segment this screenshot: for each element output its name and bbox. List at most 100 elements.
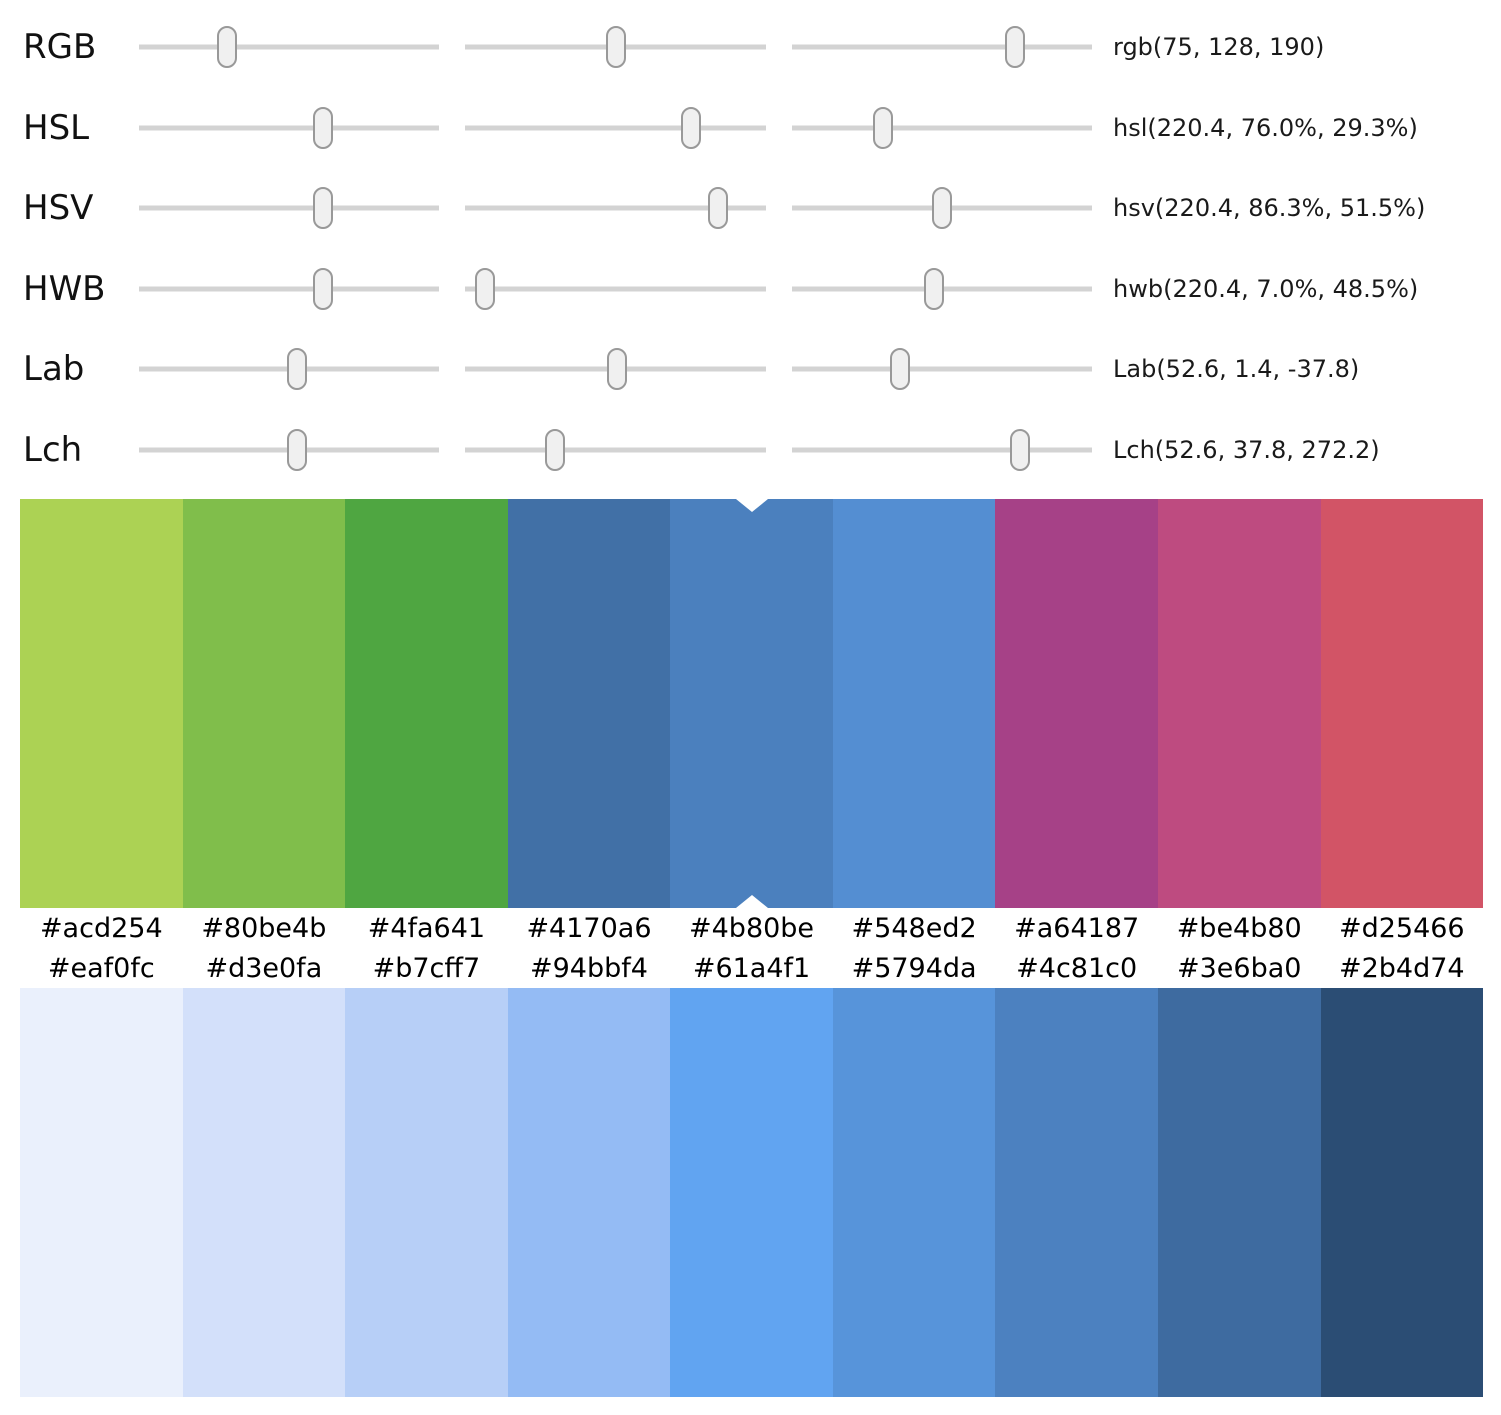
lch-tracks — [139, 428, 1092, 472]
slider-thumb[interactable] — [474, 267, 495, 310]
slider-thumb[interactable] — [312, 106, 333, 149]
hwb-slider-h[interactable] — [139, 267, 440, 311]
slider-thumb[interactable] — [1005, 26, 1026, 69]
slider-thumb[interactable] — [286, 428, 307, 471]
palette-swatch[interactable] — [182, 499, 346, 908]
hex-label: #94bbf4 — [529, 952, 648, 984]
slider-thumb[interactable] — [873, 106, 894, 149]
palette-swatch[interactable] — [182, 988, 346, 1397]
rgb-tracks — [139, 25, 1092, 69]
lch-slider-c[interactable] — [465, 428, 766, 472]
slider-track[interactable] — [139, 205, 440, 211]
slider-track[interactable] — [465, 286, 766, 292]
hsv-slider-s[interactable] — [465, 186, 766, 230]
slider-track[interactable] — [465, 125, 766, 131]
hsl-slider-s[interactable] — [465, 106, 766, 150]
lch-value-text: Lch(52.6, 37.8, 272.2) — [1113, 435, 1380, 464]
slider-thumb[interactable] — [707, 187, 728, 230]
hsl-slider-h[interactable] — [139, 106, 440, 150]
slider-thumb[interactable] — [931, 187, 952, 230]
slider-track[interactable] — [139, 44, 440, 50]
palette-swatch[interactable] — [670, 988, 833, 1397]
palette-swatch[interactable] — [995, 499, 1158, 908]
palette-swatch-selected[interactable] — [670, 499, 833, 908]
hsv-tracks — [139, 186, 1092, 230]
palette-swatch[interactable] — [20, 988, 183, 1397]
slider-thumb[interactable] — [680, 106, 701, 149]
row-label-hsl: HSL — [23, 107, 90, 148]
hex-label: #4fa641 — [367, 912, 486, 944]
slider-track[interactable] — [791, 447, 1092, 453]
hex-label: #d3e0fa — [205, 952, 323, 984]
hex-label: #61a4f1 — [692, 952, 811, 984]
palette-swatch[interactable] — [1320, 988, 1484, 1397]
palette-swatch[interactable] — [345, 988, 508, 1397]
slider-track[interactable] — [791, 125, 1092, 131]
hwb-slider-b[interactable] — [791, 267, 1092, 311]
slider-thumb[interactable] — [312, 187, 333, 230]
slider-thumb[interactable] — [606, 26, 627, 69]
row-label-lab: Lab — [23, 349, 85, 390]
hex-label: #d25466 — [1338, 912, 1465, 944]
hex-label: #80be4b — [201, 912, 327, 944]
slider-thumb[interactable] — [1009, 428, 1030, 471]
rgb-slider-r[interactable] — [139, 25, 440, 69]
row-label-hsv: HSV — [23, 188, 94, 229]
rgb-slider-g[interactable] — [465, 25, 766, 69]
slider-thumb[interactable] — [217, 26, 238, 69]
lch-slider-h[interactable] — [791, 428, 1092, 472]
hsv-slider-v[interactable] — [791, 186, 1092, 230]
slider-thumb[interactable] — [924, 267, 945, 310]
palette-swatch[interactable] — [1320, 499, 1484, 908]
slider-thumb[interactable] — [545, 428, 566, 471]
palette-swatch[interactable] — [345, 499, 508, 908]
palette-swatch[interactable] — [507, 499, 671, 908]
hsv-slider-h[interactable] — [139, 186, 440, 230]
selected-swatch-indicator-bottom — [735, 895, 768, 908]
hex-label: #5794da — [851, 952, 977, 984]
slider-thumb[interactable] — [889, 348, 910, 391]
hue-palette-hex-labels: #acd254 #80be4b #4fa641 #4170a6 #4b80be … — [20, 908, 1483, 948]
palette-swatch[interactable] — [20, 499, 183, 908]
slider-track[interactable] — [139, 125, 440, 131]
palette-swatch[interactable] — [1157, 499, 1321, 908]
palette-swatch[interactable] — [507, 988, 671, 1397]
hex-label: #be4b80 — [1176, 912, 1302, 944]
slider-thumb[interactable] — [286, 348, 307, 391]
hex-label-selected: #4b80be — [689, 912, 815, 944]
lab-slider-a[interactable] — [465, 347, 766, 391]
slider-track[interactable] — [465, 205, 766, 211]
hex-label: #a64187 — [1014, 912, 1140, 944]
hsl-value-text: hsl(220.4, 76.0%, 29.3%) — [1113, 113, 1418, 142]
palette-swatch[interactable] — [995, 988, 1158, 1397]
slider-row-hsv: HSV hsv(220.4, 86.3%, 51.5%) — [0, 168, 1501, 249]
hsl-slider-l[interactable] — [791, 106, 1092, 150]
lab-slider-l[interactable] — [139, 347, 440, 391]
slider-thumb[interactable] — [606, 348, 627, 391]
shade-palette-hex-labels: #eaf0fc #d3e0fa #b7cff7 #94bbf4 #61a4f1 … — [20, 948, 1483, 988]
slider-row-hwb: HWB hwb(220.4, 7.0%, 48.5%) — [0, 249, 1501, 330]
hsv-value-text: hsv(220.4, 86.3%, 51.5%) — [1113, 194, 1426, 223]
lab-slider-b[interactable] — [791, 347, 1092, 391]
hex-label: #eaf0fc — [47, 952, 155, 984]
hwb-slider-w[interactable] — [465, 267, 766, 311]
lch-slider-l[interactable] — [139, 428, 440, 472]
row-label-rgb: RGB — [23, 27, 97, 68]
lab-value-text: Lab(52.6, 1.4, -37.8) — [1113, 355, 1360, 384]
slider-track[interactable] — [465, 447, 766, 453]
selected-swatch-indicator-top — [735, 499, 768, 512]
palette-swatch[interactable] — [1157, 988, 1321, 1397]
palette-swatch[interactable] — [832, 499, 996, 908]
color-space-sliders: RGB rgb(75, 128, 190) HSL — [0, 0, 1501, 490]
palette-swatch[interactable] — [832, 988, 996, 1397]
slider-track[interactable] — [791, 44, 1092, 50]
hex-label: #548ed2 — [851, 912, 977, 944]
slider-row-rgb: RGB rgb(75, 128, 190) — [0, 7, 1501, 88]
slider-thumb[interactable] — [312, 267, 333, 310]
rgb-slider-b[interactable] — [791, 25, 1092, 69]
hex-label: #acd254 — [39, 912, 163, 944]
rgb-value-text: rgb(75, 128, 190) — [1113, 33, 1325, 62]
slider-track[interactable] — [791, 366, 1092, 372]
slider-track[interactable] — [139, 286, 440, 292]
lab-tracks — [139, 347, 1092, 391]
